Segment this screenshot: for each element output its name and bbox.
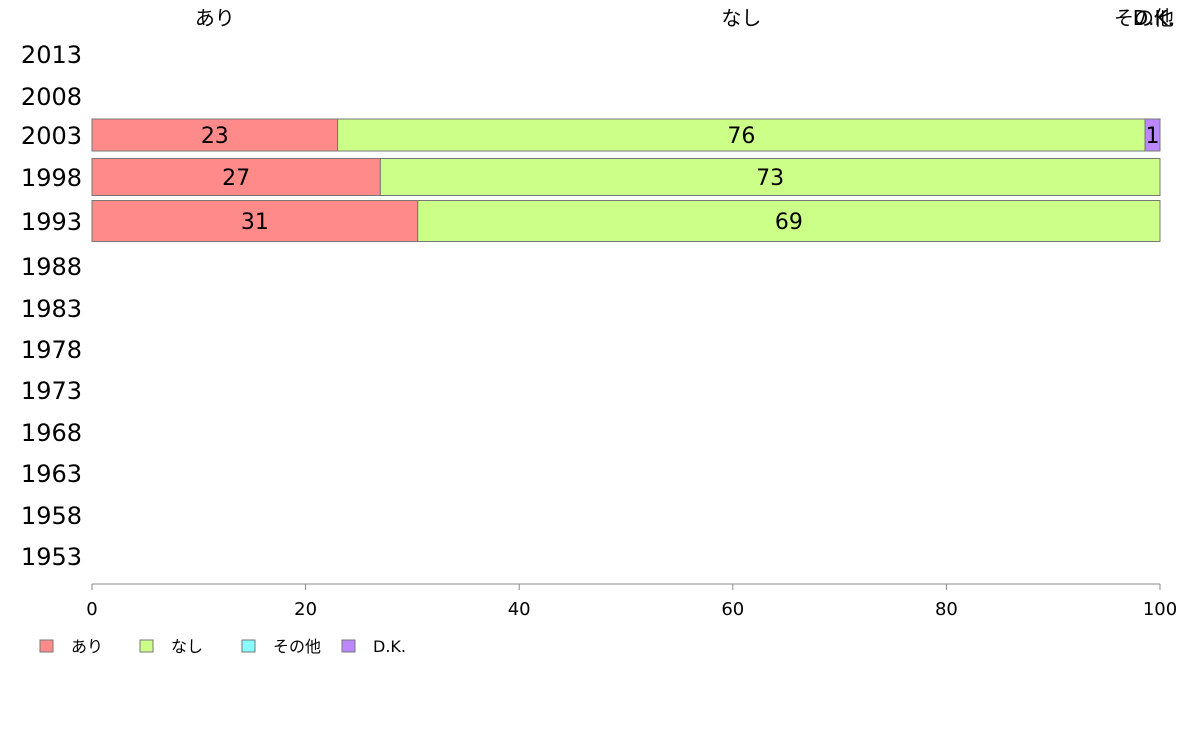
- bar-segment-1993-1: [417, 200, 1161, 242]
- year-label-1963: 1963: [21, 460, 82, 488]
- year-label-1973: 1973: [21, 377, 82, 405]
- year-label-1983: 1983: [21, 295, 82, 323]
- x-tick-label-80: 80: [935, 599, 958, 620]
- x-tick-label-20: 20: [294, 599, 317, 620]
- bar-value-label-1998-1: 73: [756, 166, 784, 191]
- legend-swatch-2: [241, 639, 256, 653]
- bar-segment-1998-1: [379, 158, 1161, 196]
- x-tick-label-40: 40: [508, 599, 531, 620]
- bar-value-label-2003-0: 23: [201, 124, 229, 149]
- year-label-1993: 1993: [21, 208, 82, 236]
- year-label-1988: 1988: [21, 253, 82, 281]
- year-label-1958: 1958: [21, 502, 82, 530]
- bar-segment-2003-3: [1144, 118, 1161, 152]
- bar-segment-2003-1: [337, 118, 1146, 152]
- top-label-3: D.K.: [1133, 6, 1174, 30]
- year-label-1968: 1968: [21, 419, 82, 447]
- bar-segment-2003-0: [91, 118, 339, 152]
- x-tick-label-0: 0: [86, 599, 97, 620]
- bar-value-label-1993-0: 31: [241, 210, 269, 235]
- top-label-1: なし: [721, 6, 761, 30]
- year-label-2003: 2003: [21, 122, 82, 150]
- year-label-2008: 2008: [21, 83, 82, 111]
- top-label-2: その他: [1114, 6, 1174, 30]
- top-label-0: あり: [195, 6, 235, 30]
- bar-value-label-2003-1: 76: [727, 124, 755, 149]
- bar-segment-1993-0: [91, 200, 419, 242]
- x-tick-label-60: 60: [721, 599, 744, 620]
- bar-value-label-1993-1: 69: [775, 210, 803, 235]
- legend-label-3: D.K.: [373, 637, 406, 656]
- year-label-1998: 1998: [21, 164, 82, 192]
- legend-label-1: なし: [171, 637, 203, 656]
- legend-swatch-1: [139, 639, 154, 653]
- year-label-2013: 2013: [21, 41, 82, 69]
- year-label-1953: 1953: [21, 543, 82, 571]
- legend-label-0: あり: [71, 637, 103, 656]
- bars: 23 76 1 27 73 31 69: [91, 118, 1161, 242]
- x-axis: 0 20 40 60 80 100: [86, 583, 1177, 620]
- legend-label-2: その他: [273, 637, 321, 656]
- legend: あり なし その他 D.K.: [39, 637, 406, 656]
- legend-swatch-0: [39, 639, 54, 653]
- legend-swatch-3: [341, 639, 356, 653]
- bar-value-label-1998-0: 27: [222, 166, 250, 191]
- x-tick-label-100: 100: [1143, 599, 1177, 620]
- bar-value-label-2003-3: 1: [1146, 124, 1160, 149]
- year-axis-labels: 2013 2008 2003 1998 1993 1988 1983 1978 1973 1968…: [21, 41, 82, 571]
- year-label-1978: 1978: [21, 336, 82, 364]
